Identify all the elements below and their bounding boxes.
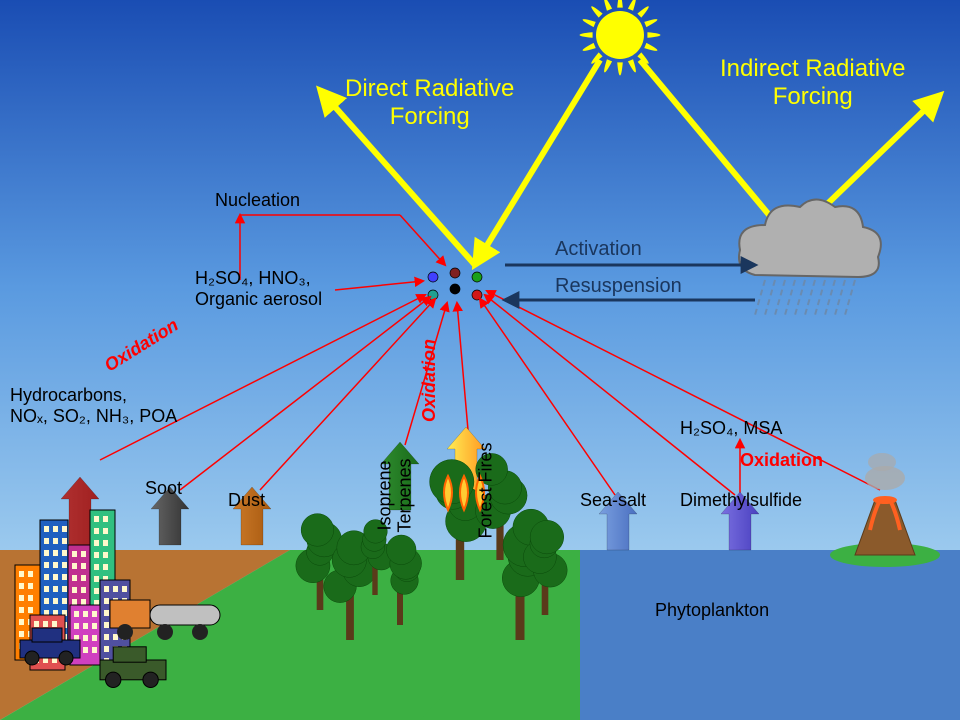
label-isoprene: Isoprene bbox=[375, 460, 396, 530]
label-nucleation: Nucleation bbox=[215, 190, 300, 211]
label-resuspension: Resuspension bbox=[555, 275, 682, 298]
label-phytoplankton: Phytoplankton bbox=[655, 600, 769, 621]
label-sea-salt: Sea-salt bbox=[580, 490, 646, 511]
label-oxid-2: Oxidation bbox=[419, 339, 440, 422]
label-h2so4: H₂SO₄, HNO₃,Organic aerosol bbox=[195, 268, 322, 310]
label-activation: Activation bbox=[555, 238, 642, 261]
label-h2so4-msa: H₂SO₄, MSA bbox=[680, 418, 782, 439]
label-indirect: Indirect RadiativeForcing bbox=[720, 55, 905, 111]
label-soot: Soot bbox=[145, 478, 182, 499]
label-dms: Dimethylsulfide bbox=[680, 490, 802, 511]
label-hydrocarbons: Hydrocarbons,NOₓ, SO₂, NH₃, POA bbox=[10, 385, 177, 427]
label-forest-fires: Forest Fires bbox=[476, 442, 497, 538]
label-dust: Dust bbox=[228, 490, 265, 511]
label-direct: Direct RadiativeForcing bbox=[345, 75, 514, 131]
label-oxid-3: Oxidation bbox=[740, 450, 823, 471]
label-terpenes: Terpenes bbox=[395, 458, 416, 532]
ocean bbox=[580, 550, 960, 720]
